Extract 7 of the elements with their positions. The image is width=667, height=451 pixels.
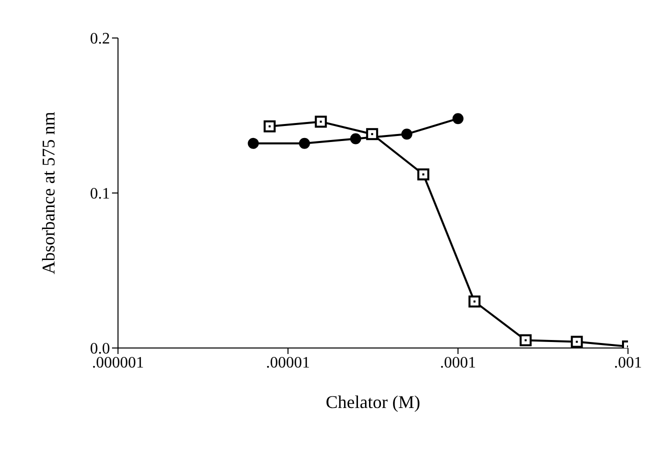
x-tick-label: .0001	[440, 354, 476, 372]
x-tick-label: .001	[614, 354, 642, 372]
y-tick-label: 0.1	[90, 186, 110, 203]
y-tick-label: 0.2	[90, 30, 110, 48]
y-axis-title: Absorbance at 575 nm	[38, 112, 58, 274]
x-axis-title: Chelator (M)	[326, 392, 420, 412]
x-tick-label: .00001	[266, 354, 310, 372]
